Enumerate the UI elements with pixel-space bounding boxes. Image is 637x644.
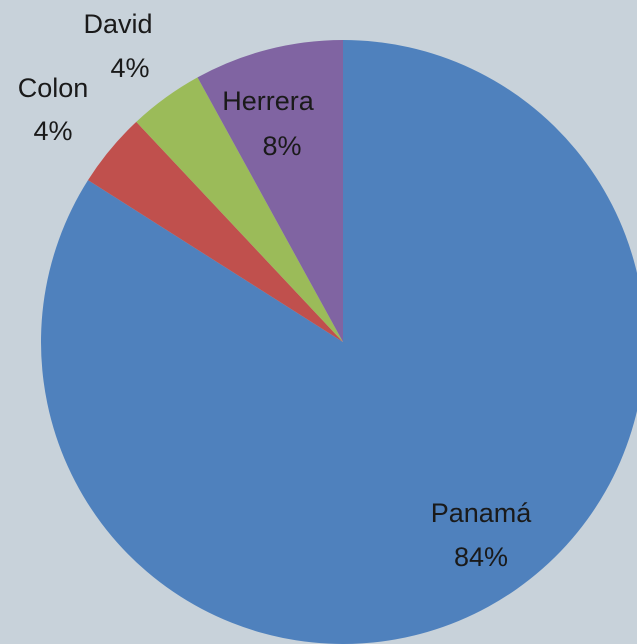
- slice-label-percent: 4%: [110, 53, 149, 83]
- slice-label-percent: 84%: [454, 542, 508, 572]
- slice-label-name: Herrera: [222, 86, 315, 116]
- slice-label-name: Colon: [18, 73, 89, 103]
- pie-slice-david: [136, 77, 343, 343]
- slice-label-name: Panamá: [431, 498, 533, 528]
- slice-label-percent: 8%: [262, 131, 301, 161]
- pie-slice-colon: [88, 121, 343, 342]
- pie-slice-herrera: [197, 40, 343, 342]
- slice-label-name: David: [83, 9, 152, 39]
- pie-labels: Panamá 84% Colon 4% David 4% Herrera 8%: [18, 9, 533, 572]
- pie-slice-panamá: [41, 40, 637, 644]
- slice-label-percent: 4%: [33, 116, 72, 146]
- pie-slices: [41, 40, 637, 644]
